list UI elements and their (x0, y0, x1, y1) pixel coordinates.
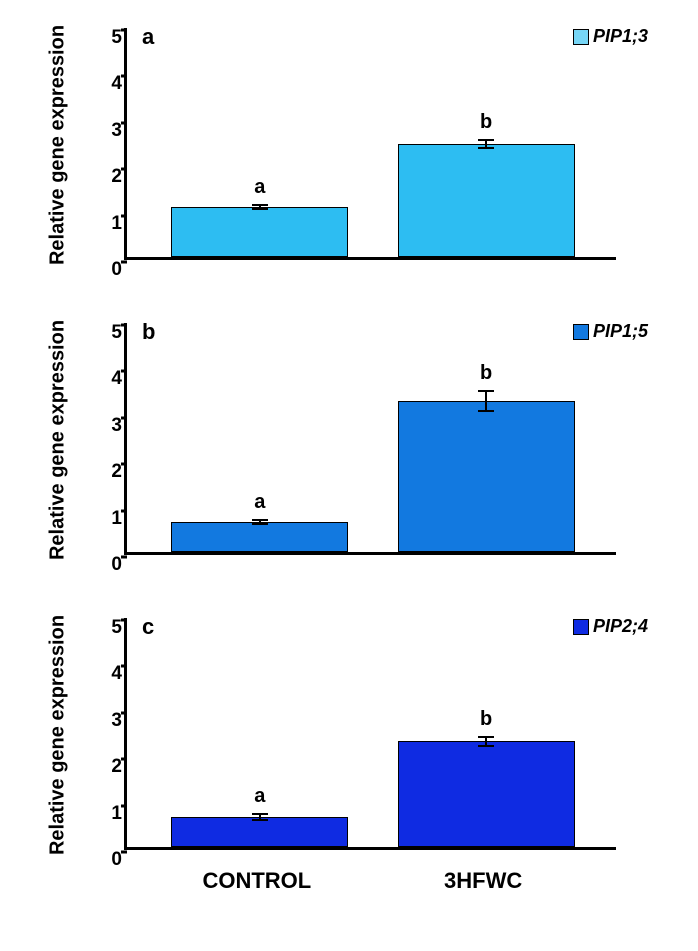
y-tick-label: 3 (104, 120, 122, 142)
significance-letter: a (254, 176, 265, 199)
y-tick-mark (121, 851, 127, 854)
panel-letter: b (142, 319, 155, 345)
error-cap (252, 208, 268, 210)
panel-b: Relative gene expressionab012345bPIP1;5 (60, 305, 650, 575)
error-cap (252, 204, 268, 206)
significance-letter: a (254, 785, 265, 808)
bar (171, 522, 348, 552)
x-tick-label: 3HFWC (444, 868, 522, 894)
y-tick-mark (121, 370, 127, 373)
bar (171, 207, 348, 257)
x-tick-label: CONTROL (202, 868, 311, 894)
legend-label: PIP2;4 (593, 616, 648, 637)
y-tick-mark (121, 324, 127, 327)
y-tick-mark (121, 758, 127, 761)
y-tick-label: 5 (104, 322, 122, 344)
bar (398, 401, 575, 552)
y-tick-mark (121, 509, 127, 512)
error-bar (485, 391, 487, 411)
y-tick-mark (121, 29, 127, 32)
y-tick-mark (121, 556, 127, 559)
legend: PIP2;4 (573, 616, 648, 637)
y-tick-mark (121, 665, 127, 668)
y-tick-label: 2 (104, 461, 122, 483)
y-tick-label: 4 (104, 663, 122, 685)
error-cap (252, 813, 268, 815)
y-tick-mark (121, 804, 127, 807)
plot-area: ab (124, 618, 616, 850)
significance-letter: b (480, 708, 492, 731)
y-tick-mark (121, 416, 127, 419)
y-tick-label: 0 (104, 849, 122, 871)
bar (398, 144, 575, 257)
bar (398, 741, 575, 847)
y-tick-label: 1 (104, 803, 122, 825)
y-tick-mark (121, 168, 127, 171)
y-tick-mark (121, 75, 127, 78)
significance-letter: a (254, 491, 265, 514)
y-tick-label: 1 (104, 508, 122, 530)
y-axis-label: Relative gene expression (47, 320, 70, 560)
panel-c: Relative gene expressionab012345cPIP2;4 (60, 600, 650, 870)
panel-letter: c (142, 614, 154, 640)
panel-a: Relative gene expressionab012345aPIP1;3 (60, 10, 650, 280)
y-tick-label: 4 (104, 368, 122, 390)
error-cap (478, 736, 494, 738)
y-tick-mark (121, 121, 127, 124)
figure: Relative gene expressionab012345aPIP1;3R… (0, 0, 698, 951)
y-tick-label: 3 (104, 710, 122, 732)
y-tick-label: 0 (104, 259, 122, 281)
legend-swatch (573, 619, 589, 635)
y-tick-label: 1 (104, 213, 122, 235)
y-tick-mark (121, 619, 127, 622)
y-tick-label: 0 (104, 554, 122, 576)
y-tick-mark (121, 463, 127, 466)
significance-letter: b (480, 362, 492, 385)
panel-letter: a (142, 24, 154, 50)
significance-letter: b (480, 111, 492, 134)
y-tick-label: 2 (104, 756, 122, 778)
legend-swatch (573, 29, 589, 45)
y-tick-label: 4 (104, 73, 122, 95)
error-cap (252, 519, 268, 521)
error-cap (478, 390, 494, 392)
error-cap (478, 410, 494, 412)
y-tick-label: 5 (104, 27, 122, 49)
legend-swatch (573, 324, 589, 340)
legend-label: PIP1;3 (593, 26, 648, 47)
plot-area: ab (124, 323, 616, 555)
x-axis-labels: CONTROL 3HFWC (124, 868, 616, 943)
legend-label: PIP1;5 (593, 321, 648, 342)
y-tick-mark (121, 711, 127, 714)
y-axis-label: Relative gene expression (47, 615, 70, 855)
error-cap (478, 147, 494, 149)
plot-area: ab (124, 28, 616, 260)
y-tick-label: 3 (104, 415, 122, 437)
y-tick-mark (121, 261, 127, 264)
error-cap (478, 139, 494, 141)
y-axis-label: Relative gene expression (47, 25, 70, 265)
legend: PIP1;5 (573, 321, 648, 342)
y-tick-label: 2 (104, 166, 122, 188)
error-cap (252, 523, 268, 525)
y-tick-mark (121, 214, 127, 217)
legend: PIP1;3 (573, 26, 648, 47)
error-cap (252, 819, 268, 821)
y-tick-label: 5 (104, 617, 122, 639)
error-cap (478, 745, 494, 747)
bar (171, 817, 348, 847)
